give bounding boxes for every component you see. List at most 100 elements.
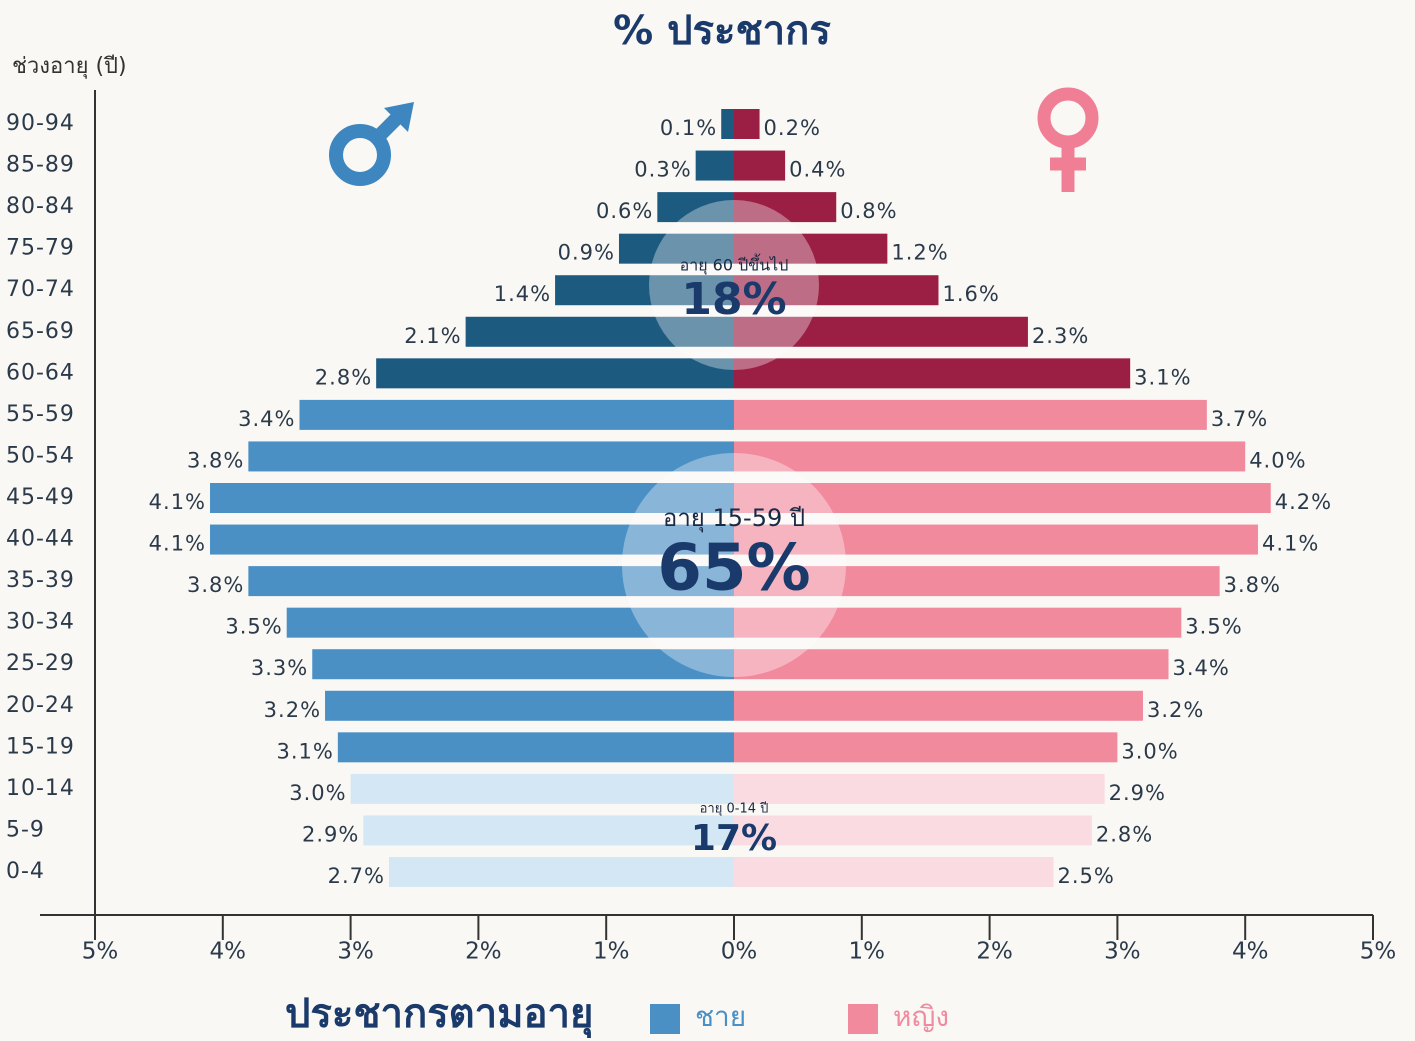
value-label: 2.1%: [404, 324, 461, 348]
annotation-circle: [649, 200, 819, 370]
value-label: 2.7%: [328, 864, 385, 888]
bar: [734, 732, 1118, 763]
value-label: 4.1%: [149, 532, 206, 556]
x-tick-label: 3%: [1104, 939, 1141, 965]
x-tick-label: 4%: [1232, 939, 1269, 965]
value-label: 1.2%: [891, 241, 948, 265]
value-label: 4.0%: [1249, 448, 1306, 472]
value-label: 3.4%: [238, 407, 295, 431]
bar: [734, 316, 1028, 347]
y-tick-label: 10-14: [6, 776, 75, 801]
y-tick-label: 45-49: [6, 485, 75, 510]
bar: [734, 607, 1182, 638]
x-tick-label: 4%: [210, 939, 247, 965]
legend-swatch: [650, 1004, 680, 1034]
value-label: 3.1%: [276, 739, 333, 763]
bar: [312, 649, 734, 680]
value-label: 3.2%: [1147, 698, 1204, 722]
y-tick-label: 35-39: [6, 568, 75, 593]
value-label: 0.2%: [764, 116, 821, 140]
value-label: 3.8%: [1224, 573, 1281, 597]
bar: [248, 441, 735, 472]
y-tick-label: 5-9: [6, 817, 45, 842]
bar: [465, 316, 734, 347]
x-tick-label: 1%: [849, 939, 886, 965]
bar: [248, 566, 735, 597]
bar: [618, 233, 734, 264]
y-tick-label: 75-79: [6, 236, 75, 261]
y-tick-label: 40-44: [6, 527, 75, 552]
male-icon: [329, 102, 414, 186]
legend-label: ชาย: [695, 1000, 746, 1033]
x-tick-label: 2%: [465, 939, 502, 965]
bar: [657, 192, 734, 223]
bar: [734, 815, 1092, 846]
bar: [734, 109, 760, 139]
bar: [337, 732, 734, 763]
legend-swatch: [848, 1004, 878, 1034]
value-label: 0.6%: [596, 199, 653, 223]
bar: [695, 150, 734, 181]
value-label: 2.9%: [1109, 781, 1166, 805]
value-label: 4.1%: [1262, 532, 1319, 556]
bar: [210, 483, 734, 513]
y-tick-label: 70-74: [6, 277, 75, 302]
value-label: 3.0%: [1121, 739, 1178, 763]
x-tick-label: 1%: [593, 939, 630, 965]
bar: [363, 815, 734, 846]
value-label: 3.3%: [251, 656, 308, 680]
value-label: 4.2%: [1275, 490, 1332, 514]
x-tick-label: 0%: [721, 939, 758, 965]
y-tick-label: 85-89: [6, 153, 75, 178]
value-label: 0.4%: [789, 158, 846, 182]
bar: [734, 524, 1258, 555]
female-icon: [1037, 87, 1099, 192]
footer-title: ประชากรตามอายุ: [285, 991, 593, 1039]
bar: [286, 607, 734, 638]
value-label: 0.3%: [634, 158, 691, 182]
annotation-value: 17%: [691, 818, 777, 859]
y-tick-label: 80-84: [6, 194, 75, 219]
annotation-value: 18%: [681, 274, 786, 325]
value-label: 2.5%: [1058, 864, 1115, 888]
chart-title: % ประชากร: [613, 8, 831, 54]
bar: [734, 192, 837, 223]
y-tick-label: 65-69: [6, 319, 75, 344]
y-axis-label: ช่วงอายุ (ปี): [12, 54, 127, 79]
y-tick-label: 50-54: [6, 443, 75, 468]
bar: [555, 275, 734, 306]
bar: [734, 233, 888, 264]
value-label: 1.4%: [494, 282, 551, 306]
value-label: 1.6%: [942, 282, 999, 306]
value-label: 2.3%: [1032, 324, 1089, 348]
bar: [376, 358, 734, 389]
bar: [734, 773, 1105, 804]
bar: [734, 150, 786, 181]
value-label: 3.7%: [1211, 407, 1268, 431]
value-label: 3.0%: [289, 781, 346, 805]
y-tick-label: 55-59: [6, 402, 75, 427]
bar: [734, 358, 1131, 389]
value-label: 3.8%: [187, 573, 244, 597]
y-tick-label: 15-19: [6, 734, 75, 759]
value-label: 3.5%: [1185, 615, 1242, 639]
bar: [299, 399, 734, 430]
y-tick-label: 60-64: [6, 360, 75, 385]
bar: [734, 690, 1143, 721]
y-tick-label: 25-29: [6, 651, 75, 676]
value-label: 3.2%: [264, 698, 321, 722]
annotation-value: 65%: [657, 532, 810, 606]
x-tick-label: 5%: [82, 939, 119, 965]
bar: [210, 524, 734, 555]
value-label: 2.8%: [315, 365, 372, 389]
bar: [350, 773, 734, 804]
bar: [734, 483, 1271, 513]
x-tick-label: 5%: [1360, 939, 1397, 965]
value-label: 2.8%: [1096, 822, 1153, 846]
x-tick-label: 3%: [337, 939, 374, 965]
annotation-text: อายุ 0-14 ปี: [700, 801, 769, 817]
y-tick-label: 30-34: [6, 610, 75, 635]
bar: [734, 857, 1054, 887]
value-label: 0.1%: [660, 116, 717, 140]
